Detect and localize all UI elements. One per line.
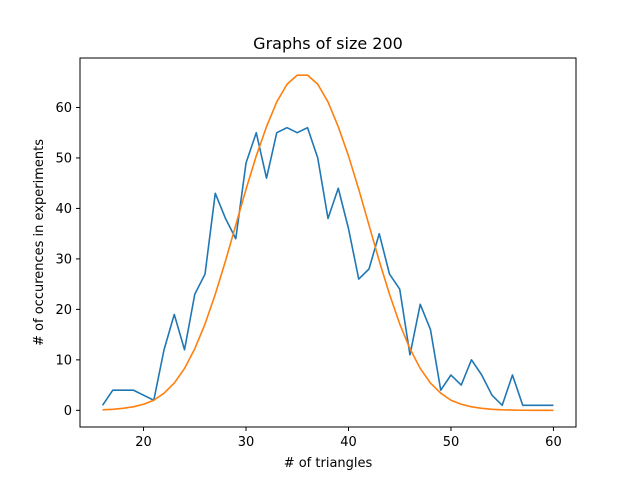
y-tick-label: 0	[64, 404, 72, 419]
y-tick-label: 50	[55, 151, 72, 166]
y-tick-label: 40	[55, 202, 72, 217]
series-group	[101, 74, 554, 412]
x-tick-label: 30	[238, 435, 255, 450]
x-axis-label: # of triangles	[284, 456, 373, 471]
y-tick-label: 30	[55, 252, 72, 267]
plot-area	[79, 57, 577, 428]
series-line-2	[102, 74, 554, 412]
y-tick-label: 60	[55, 101, 72, 116]
x-tick-label: 50	[443, 435, 460, 450]
series-line-1	[101, 126, 554, 407]
y-axis-label: # of occurences in experiments	[32, 139, 47, 346]
y-tick-label: 20	[55, 303, 72, 318]
x-tick-label: 20	[135, 435, 152, 450]
ticks-group: 20 30 40 50 60 0 10 20 30 40 50 60	[55, 101, 561, 450]
x-tick-label: 60	[545, 435, 562, 450]
chart-title: Graphs of size 200	[253, 34, 403, 53]
y-tick-label: 10	[55, 353, 72, 368]
x-tick-label: 40	[340, 435, 357, 450]
